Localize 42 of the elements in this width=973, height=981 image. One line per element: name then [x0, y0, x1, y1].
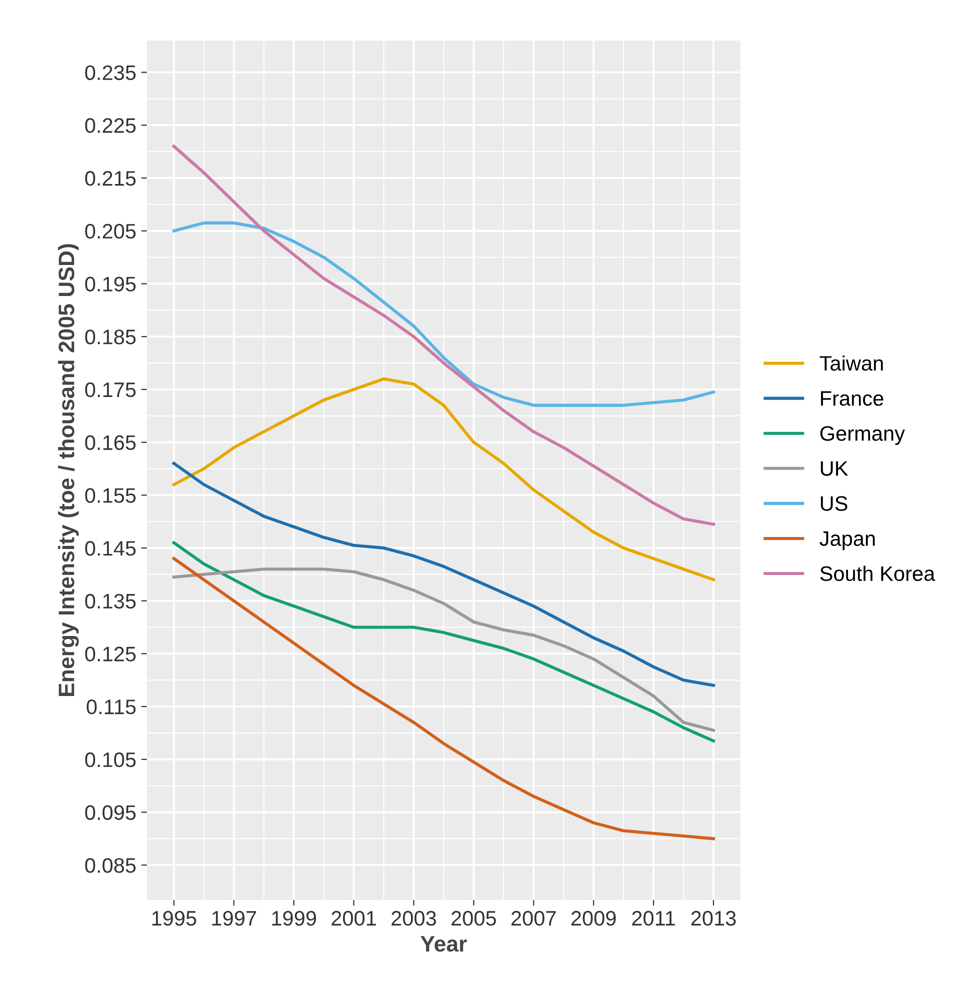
x-tick-label: 2001 — [332, 910, 376, 926]
y-tick-label: 0.095 — [85, 805, 136, 820]
legend-label: Taiwan — [820, 355, 883, 371]
y-tick-label: 0.235 — [85, 65, 136, 80]
x-tick-label: 1995 — [152, 910, 196, 926]
x-axis-title: Year — [420, 936, 467, 952]
x-tick-label: 2011 — [632, 910, 675, 926]
y-tick-label: 0.135 — [85, 594, 136, 609]
x-tick-label: 1997 — [212, 910, 256, 926]
line-series — [172, 568, 716, 732]
y-tick-label: 0.085 — [85, 858, 136, 873]
y-tick-label: 0.105 — [85, 752, 136, 768]
legend-label: Japan — [820, 531, 875, 550]
y-tick-label: 0.225 — [85, 118, 136, 133]
line-series — [172, 557, 716, 840]
x-tick-label: 2003 — [392, 910, 436, 926]
x-tick-label: 1999 — [272, 910, 316, 926]
legend-label: UK — [820, 461, 848, 476]
line-series — [172, 541, 716, 742]
y-tick-label: 0.205 — [85, 224, 136, 239]
line-series — [172, 221, 716, 407]
legend-label: South Korea — [820, 566, 936, 582]
x-tick-label: 2005 — [452, 910, 496, 926]
line-series — [172, 144, 716, 526]
x-tick-label: 2007 — [511, 910, 556, 926]
y-tick-label: 0.145 — [85, 540, 136, 556]
y-tick-label: 0.125 — [85, 646, 136, 662]
y-tick-label: 0.195 — [85, 276, 136, 292]
legend-label: US — [820, 496, 848, 511]
x-tick-label: 2013 — [691, 910, 736, 926]
y-tick-label: 0.215 — [85, 171, 136, 186]
y-tick-label: 0.155 — [85, 488, 136, 503]
legend-label: France — [821, 391, 884, 406]
y-tick-label: 0.185 — [85, 330, 136, 344]
x-tick-label: 2009 — [571, 910, 616, 926]
line-series — [172, 377, 716, 582]
line-series — [172, 462, 716, 687]
y-axis-title: Energy Intensity (toe / thousand 2005 USD) — [58, 244, 79, 696]
y-tick-label: 0.175 — [85, 382, 136, 398]
legend-label: Germany — [820, 426, 905, 445]
y-tick-label: 0.165 — [85, 435, 136, 450]
y-tick-label: 0.115 — [86, 700, 136, 714]
